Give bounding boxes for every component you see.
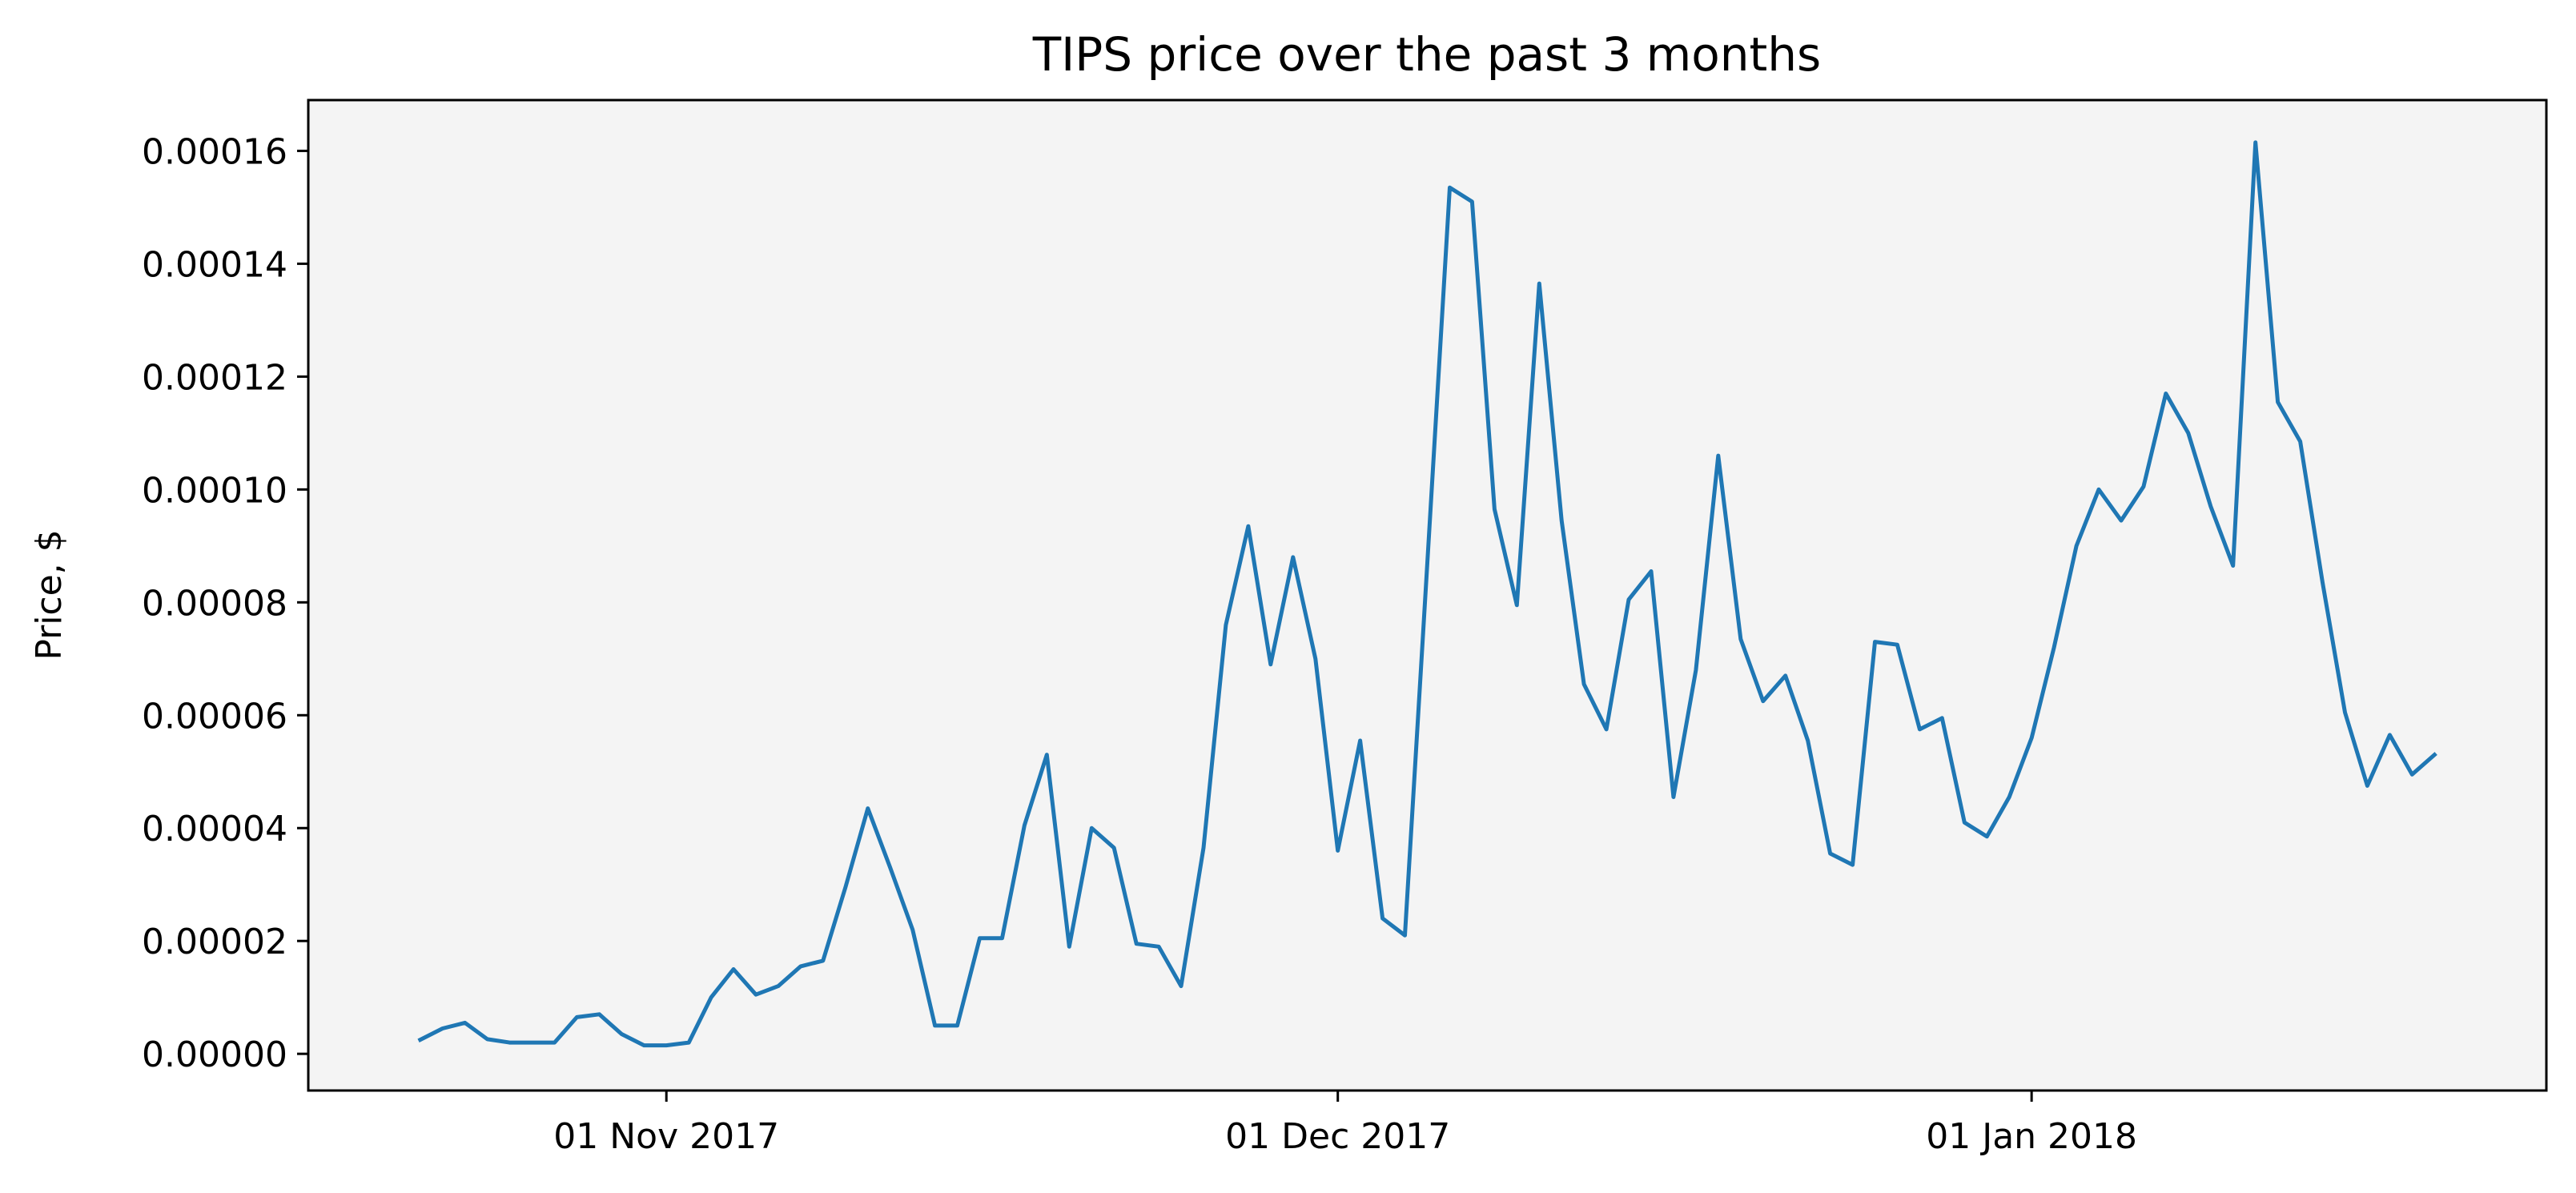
y-tick-label: 0.00010 [142,470,287,511]
y-tick-label: 0.00006 [142,696,287,737]
y-tick-label: 0.00002 [142,922,287,962]
y-tick-label: 0.00014 [142,244,287,285]
series-line [417,140,2437,1048]
x-tick-label: 01 Jan 2018 [1926,1116,2137,1157]
y-axis: 0.00000 0.00002 0.00004 0.00006 0.00008 0.000… [142,131,308,1075]
x-tick-label: 01 Dec 2017 [1225,1116,1450,1157]
y-tick-label: 0.00000 [142,1034,287,1075]
y-axis-label: Price, $ [29,529,70,660]
y-tick-label: 0.00004 [142,809,287,850]
plot-frame [307,98,2548,1092]
y-tick-label: 0.00012 [142,357,287,398]
x-tick-label: 01 Nov 2017 [553,1116,779,1157]
y-tick-label: 0.00008 [142,583,287,624]
chart-title: TIPS price over the past 3 months [1032,27,1822,82]
x-axis: 01 Nov 2017 01 Dec 2017 01 Jan 2018 [553,1091,2137,1157]
y-tick-label: 0.00016 [142,131,287,172]
